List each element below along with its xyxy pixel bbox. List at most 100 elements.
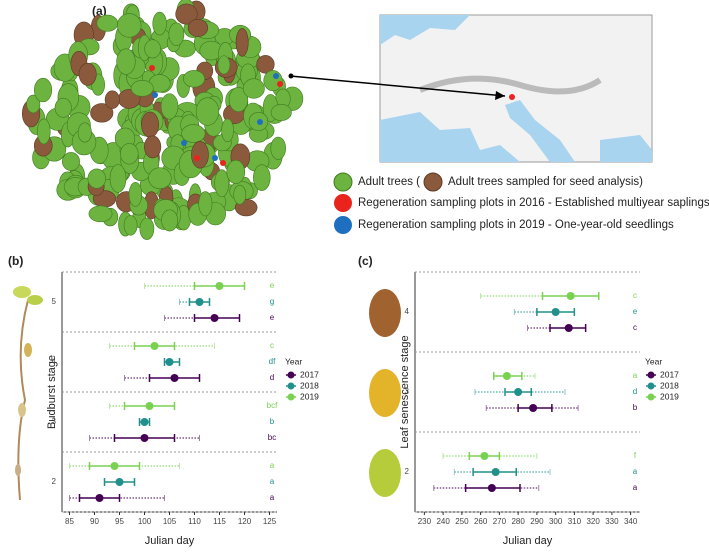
tree-crown xyxy=(217,55,231,75)
letter-label: a xyxy=(270,493,275,502)
tree-crown xyxy=(148,167,172,189)
y-tick-label: 4 xyxy=(52,357,57,366)
y-tick-label: 4 xyxy=(405,307,410,316)
y-tick-label: 3 xyxy=(52,417,57,426)
tree-crown xyxy=(116,48,136,75)
panel-label: (a) xyxy=(92,4,107,18)
mean-point xyxy=(195,298,204,306)
tree-crown xyxy=(221,118,234,143)
tree-crown xyxy=(54,97,72,118)
sampling-plot xyxy=(277,81,283,87)
tree-crown xyxy=(161,209,179,232)
tree-crown xyxy=(88,205,113,223)
tree-crown xyxy=(139,217,155,240)
letter-label: a xyxy=(633,371,638,380)
x-axis-title: Julian day xyxy=(145,535,195,547)
arrow-start xyxy=(288,73,294,79)
mean-point xyxy=(140,434,149,442)
tree-crown xyxy=(160,93,179,120)
letter-label: a xyxy=(633,467,638,476)
tree-crown xyxy=(228,87,249,113)
letter-label: e xyxy=(633,307,638,316)
legend-swatch xyxy=(333,172,353,192)
letter-label: c xyxy=(270,341,274,350)
tree-crown xyxy=(152,11,167,36)
letter-label: a xyxy=(270,477,275,486)
tree-crown xyxy=(198,191,213,217)
y-tick-label: 2 xyxy=(405,467,410,476)
tree-crown xyxy=(263,70,283,92)
tree-crown xyxy=(233,184,247,205)
tree-crown xyxy=(120,143,139,165)
legend-label: 2018 xyxy=(300,380,319,390)
mean-point xyxy=(110,462,119,470)
legend-swatch xyxy=(423,172,443,192)
letter-label: df xyxy=(269,357,276,366)
sampling-plot xyxy=(181,140,187,146)
letter-label: b xyxy=(270,417,275,426)
mean-point xyxy=(487,484,496,492)
x-tick-label: 95 xyxy=(115,517,124,526)
letter-label: bc xyxy=(268,433,276,442)
x-tick-label: 120 xyxy=(238,517,252,526)
tree-crown xyxy=(168,22,185,47)
sampling-plot xyxy=(273,73,279,79)
sea xyxy=(380,15,470,45)
x-tick-label: 100 xyxy=(138,517,152,526)
tree-crown xyxy=(195,97,220,126)
legend-swatch xyxy=(647,393,655,401)
tree-crown xyxy=(181,124,206,143)
letter-label: e xyxy=(270,281,275,290)
mean-point xyxy=(564,324,573,332)
mean-point xyxy=(551,308,560,316)
x-tick-label: 250 xyxy=(455,517,469,526)
x-tick-label: 240 xyxy=(436,517,450,526)
x-tick-label: 290 xyxy=(530,517,544,526)
x-tick-label: 125 xyxy=(263,517,277,526)
sampling-plot xyxy=(152,92,158,98)
tree-crown xyxy=(130,79,154,97)
tree-crown xyxy=(128,182,143,207)
relief xyxy=(418,75,602,95)
mean-point xyxy=(215,282,224,290)
y-tick-label: 2 xyxy=(52,477,57,486)
mean-point xyxy=(170,374,179,382)
sampling-plot xyxy=(194,155,200,161)
tree-crown xyxy=(109,164,127,193)
mean-point xyxy=(502,372,511,380)
tree-crown xyxy=(144,39,161,59)
mean-point xyxy=(95,494,104,502)
tree-crown xyxy=(62,152,80,171)
letter-label: g xyxy=(270,297,274,306)
x-tick-label: 330 xyxy=(605,517,619,526)
mean-point xyxy=(165,358,174,366)
x-tick-label: 90 xyxy=(90,517,99,526)
letter-label: d xyxy=(633,387,637,396)
x-tick-label: 230 xyxy=(418,517,432,526)
legend-swatch xyxy=(647,382,655,390)
tree-crown xyxy=(90,103,114,123)
tree-crown xyxy=(253,164,271,191)
legend-label: 2017 xyxy=(660,369,679,379)
mean-point xyxy=(514,388,523,396)
mean-point xyxy=(150,342,159,350)
legend-swatch xyxy=(287,393,295,401)
tree-crown xyxy=(270,104,292,121)
x-tick-label: 300 xyxy=(549,517,563,526)
tree-crown xyxy=(87,168,106,189)
legend-label: 2017 xyxy=(300,369,319,379)
map-legend: Adult trees ( Adult trees sampled for se… xyxy=(333,172,709,234)
tree-crown xyxy=(96,14,119,32)
tree-crown xyxy=(235,28,249,57)
sea xyxy=(600,135,652,162)
sampling-plot xyxy=(212,155,218,161)
tree-crown xyxy=(270,136,286,160)
sampling-plot xyxy=(149,65,155,71)
tree-crown xyxy=(191,141,209,169)
legend-label: 2019 xyxy=(300,391,319,401)
tree-crown xyxy=(175,3,198,25)
x-tick-label: 105 xyxy=(163,517,177,526)
legend-swatch xyxy=(287,371,295,379)
tree-crown xyxy=(78,62,97,86)
letter-label: f xyxy=(634,451,637,460)
